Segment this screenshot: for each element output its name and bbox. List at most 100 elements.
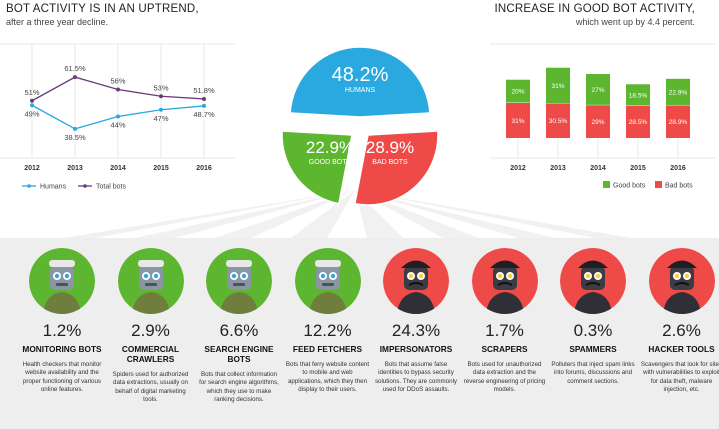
legend-marker	[27, 184, 31, 188]
x-tick-label: 2012	[510, 165, 526, 172]
bot-card: 2.9% COMMERCIAL CRAWLERS Spiders used for …	[105, 248, 197, 405]
bar-good-bots	[586, 74, 610, 105]
data-label: 44%	[110, 121, 125, 130]
legend-label: Good bots	[613, 183, 646, 190]
pie-slice-humans	[289, 46, 431, 118]
line-chart-points	[30, 75, 206, 131]
line-chart-data-labels: 49% 38.5% 44% 47% 48.7% 51% 61.5% 56% 53% 51.8%	[24, 64, 214, 142]
x-tick-label: 2016	[670, 165, 686, 172]
bot-percentage: 2.9%	[131, 321, 170, 340]
good-robot-icon	[29, 248, 95, 314]
bar-good-bots	[666, 78, 690, 105]
data-point	[30, 98, 34, 103]
bot-description: Bots that ferry website content to mobil…	[285, 361, 370, 394]
bar-data-label: 29%	[591, 119, 604, 126]
bot-description: Bots that collect information for search…	[199, 371, 279, 404]
x-tick-label: 2014	[110, 165, 126, 172]
bar-good-bots	[506, 79, 530, 103]
bar-good-bots	[546, 67, 570, 104]
x-tick-label: 2013	[550, 165, 566, 172]
bot-avatar	[294, 248, 361, 314]
bar-data-label: 18.5%	[629, 92, 648, 99]
bar-chart-heading: INCREASE IN GOOD BOT ACTIVITY, which wen…	[445, 3, 695, 28]
x-tick-label: 2013	[67, 165, 83, 172]
bot-type-name: SCRAPERS	[481, 344, 528, 354]
data-point	[202, 96, 206, 101]
bad-robot-icon	[471, 248, 538, 314]
bot-percentage: 12.2%	[303, 321, 352, 340]
x-tick-label: 2012	[24, 165, 40, 172]
bar-good-bots	[626, 84, 650, 106]
bot-card: 0.3% SPAMMERS Polluters that inject spam l…	[547, 248, 639, 386]
bar-data-label: 22.9%	[669, 89, 688, 96]
legend-swatch	[603, 181, 610, 188]
bot-avatar	[29, 248, 95, 314]
bot-percentage: 2.6%	[662, 321, 701, 340]
pie-category-label: GOOD BOTS	[309, 159, 352, 166]
line-chart: 49% 38.5% 44% 47% 48.7% 51% 61.5% 56% 53% 51.8% 2…	[0, 43, 235, 191]
bar-bad-bots	[546, 103, 570, 138]
data-label: 51%	[24, 88, 39, 97]
x-tick-label: 2015	[153, 165, 169, 172]
bot-type-name: COMMERCIAL CRAWLERS	[121, 344, 180, 364]
bot-card: 2.6% HACKER TOOLS Scavengers that look for…	[636, 248, 719, 395]
data-label: 48.7%	[193, 110, 215, 119]
data-point	[73, 75, 77, 80]
good-robot-icon	[294, 248, 361, 314]
bar-data-label: 27%	[591, 87, 604, 94]
data-point	[159, 107, 163, 112]
bot-percentage: 1.2%	[42, 321, 82, 340]
pie-slice-bad-bots	[354, 130, 439, 206]
x-tick-label: 2014	[590, 165, 606, 172]
bad-robot-icon	[383, 248, 449, 314]
x-tick-label: 2016	[196, 165, 212, 172]
bad-robot-icon	[560, 248, 626, 314]
bot-percentage: 6.6%	[219, 321, 259, 340]
data-label: 49%	[24, 109, 39, 118]
pie-value-label: 22.9%	[306, 138, 354, 157]
line-chart-legend: Humans Total bots	[22, 184, 126, 191]
bot-description: Scavengers that look for sites with vuln…	[640, 361, 719, 394]
bot-avatar	[383, 248, 449, 314]
legend-label: Total bots	[96, 184, 126, 191]
bot-percentage: 1.7%	[485, 321, 524, 340]
bot-avatar	[117, 248, 184, 314]
pie-category-label: HUMANS	[345, 87, 376, 94]
pie-category-label: BAD BOTS	[372, 159, 408, 166]
bar-chart-bars	[506, 67, 690, 138]
stacked-bar-chart: 31% 20% 30.5% 31% 29% 27% 28.5% 18.5% 28.9% 22.9%…	[490, 43, 715, 190]
good-robot-icon	[117, 248, 184, 314]
bot-avatar	[206, 248, 272, 314]
line-chart-title: BOT ACTIVITY IS IN AN UPTREND,	[6, 3, 199, 15]
bot-description: Spiders used for authorized data extract…	[112, 371, 189, 404]
bot-card: 6.6% SEARCH ENGINE BOTS Bots that collect …	[193, 248, 285, 405]
bot-type-name: MONITORING BOTS	[22, 344, 102, 354]
pie-slice-good-bots	[281, 130, 353, 205]
legend-swatch	[655, 181, 662, 188]
data-point	[73, 126, 77, 131]
line-chart-heading: BOT ACTIVITY IS IN AN UPTREND, after a t…	[6, 3, 336, 28]
bar-bad-bots	[666, 104, 690, 138]
bot-avatar	[648, 248, 715, 314]
legend-label: Bad bots	[665, 183, 693, 190]
bot-percentage: 0.3%	[573, 321, 613, 340]
bot-type-name: IMPERSONATORS	[379, 344, 453, 354]
bot-avatar	[560, 248, 626, 314]
legend-label: Humans	[40, 184, 67, 191]
pie-value-label: 48.2%	[332, 64, 389, 86]
line-chart-grid	[0, 43, 235, 159]
bar-chart-legend: Good bots Bad bots	[603, 181, 693, 190]
bot-card: 1.2% MONITORING BOTS Health checkers that …	[16, 248, 108, 395]
bot-avatar	[471, 248, 538, 314]
bar-chart-grid	[490, 43, 715, 159]
bot-description: Bots used for unauthorized data extracti…	[463, 361, 546, 394]
bot-description: Bots that assume false identities to byp…	[374, 361, 458, 394]
bot-description: Polluters that inject spam links into fo…	[551, 361, 635, 385]
bot-type-name: SEARCH ENGINE BOTS	[204, 344, 274, 364]
bar-chart-x-ticks: 2012 2013 2014 2015 2016	[510, 165, 686, 172]
bar-data-label: 28.9%	[669, 119, 688, 126]
bar-data-label: 28.5%	[629, 119, 648, 126]
bar-chart-data-labels: 31% 20% 30.5% 31% 29% 27% 28.5% 18.5% 28.9% 22.9%	[511, 83, 687, 126]
data-label: 56%	[110, 77, 125, 86]
